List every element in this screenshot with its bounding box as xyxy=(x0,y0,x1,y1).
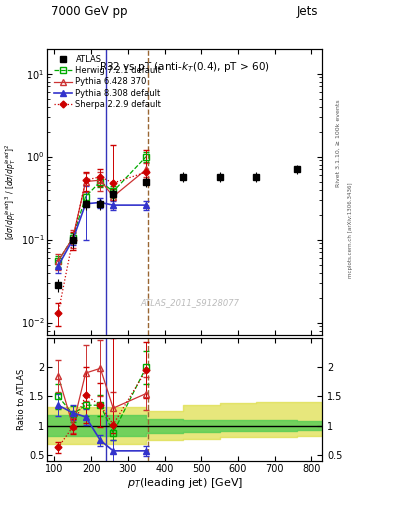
Text: Rivet 3.1.10, ≥ 100k events: Rivet 3.1.10, ≥ 100k events xyxy=(336,99,341,187)
Text: Jets: Jets xyxy=(297,5,318,18)
Y-axis label: Ratio to ATLAS: Ratio to ATLAS xyxy=(17,369,26,430)
Y-axis label: $[d\sigma/dp_T^{lead}]^{3}$ / $[d\sigma/dp_T^{lead}]^{2}$: $[d\sigma/dp_T^{lead}]^{3}$ / $[d\sigma/… xyxy=(3,144,18,240)
Text: mcplots.cern.ch [arXiv:1306.3436]: mcplots.cern.ch [arXiv:1306.3436] xyxy=(348,183,353,278)
Legend: ATLAS, Herwig 7.2.1 default, Pythia 6.428 370, Pythia 8.308 default, Sherpa 2.2.: ATLAS, Herwig 7.2.1 default, Pythia 6.42… xyxy=(51,53,164,111)
Text: 7000 GeV pp: 7000 GeV pp xyxy=(51,5,128,18)
X-axis label: $p_T$(leading jet) [GeV]: $p_T$(leading jet) [GeV] xyxy=(127,476,243,490)
Text: ATLAS_2011_S9128077: ATLAS_2011_S9128077 xyxy=(141,297,240,307)
Text: R32 vs pT (anti-$k_T$(0.4), pT > 60): R32 vs pT (anti-$k_T$(0.4), pT > 60) xyxy=(99,60,270,74)
